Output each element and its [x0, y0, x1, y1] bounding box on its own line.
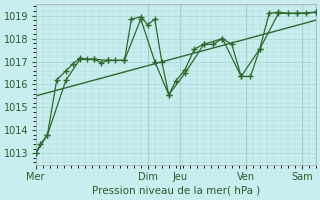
X-axis label: Pression niveau de la mer( hPa ): Pression niveau de la mer( hPa ): [92, 186, 260, 196]
